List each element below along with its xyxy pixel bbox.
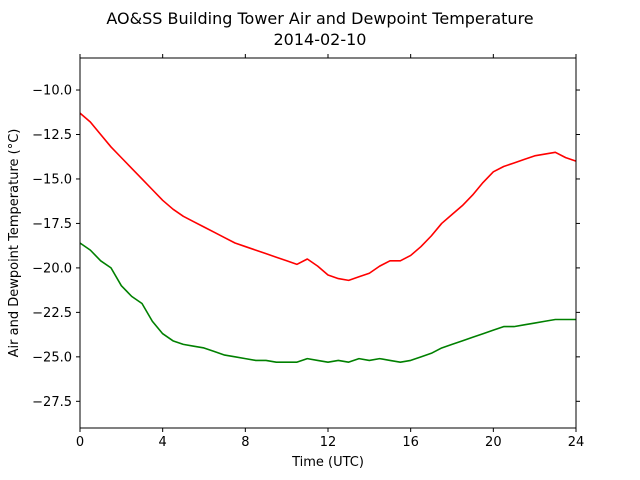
tick-layer: 0 4 8 12 16 20 24 −27.5 −25.0 −22.5 −20.0 −17.5 −15.… — [32, 54, 584, 450]
x-tick-label: 24 — [568, 435, 585, 450]
x-tick-label: 8 — [241, 435, 249, 450]
y-tick-label: −15.0 — [32, 172, 72, 187]
y-tick-label: −25.0 — [32, 350, 72, 365]
series-layer — [79, 112, 577, 363]
y-tick-label: −27.5 — [32, 395, 72, 410]
x-tick-label: 4 — [159, 435, 167, 450]
x-tick-label: 12 — [320, 435, 337, 450]
x-tick-label: 20 — [485, 435, 502, 450]
series-line-0 — [79, 112, 577, 282]
x-tick-label: 16 — [402, 435, 419, 450]
y-tick-label: −17.5 — [32, 217, 72, 232]
y-axis-label: Air and Dewpoint Temperature (°C) — [7, 129, 22, 358]
x-axis-label: Time (UTC) — [291, 455, 364, 470]
y-tick-label: −20.0 — [32, 261, 72, 276]
plot-area-frame — [79, 57, 577, 429]
chart-subtitle: 2014-02-10 — [274, 30, 367, 49]
chart-title: AO&SS Building Tower Air and Dewpoint Te… — [106, 9, 533, 28]
y-tick-label: −10.0 — [32, 84, 72, 99]
y-tick-label: −22.5 — [32, 306, 72, 321]
series-line-1 — [79, 242, 576, 363]
y-tick-label: −12.5 — [32, 128, 72, 143]
x-tick-label: 0 — [76, 435, 84, 450]
